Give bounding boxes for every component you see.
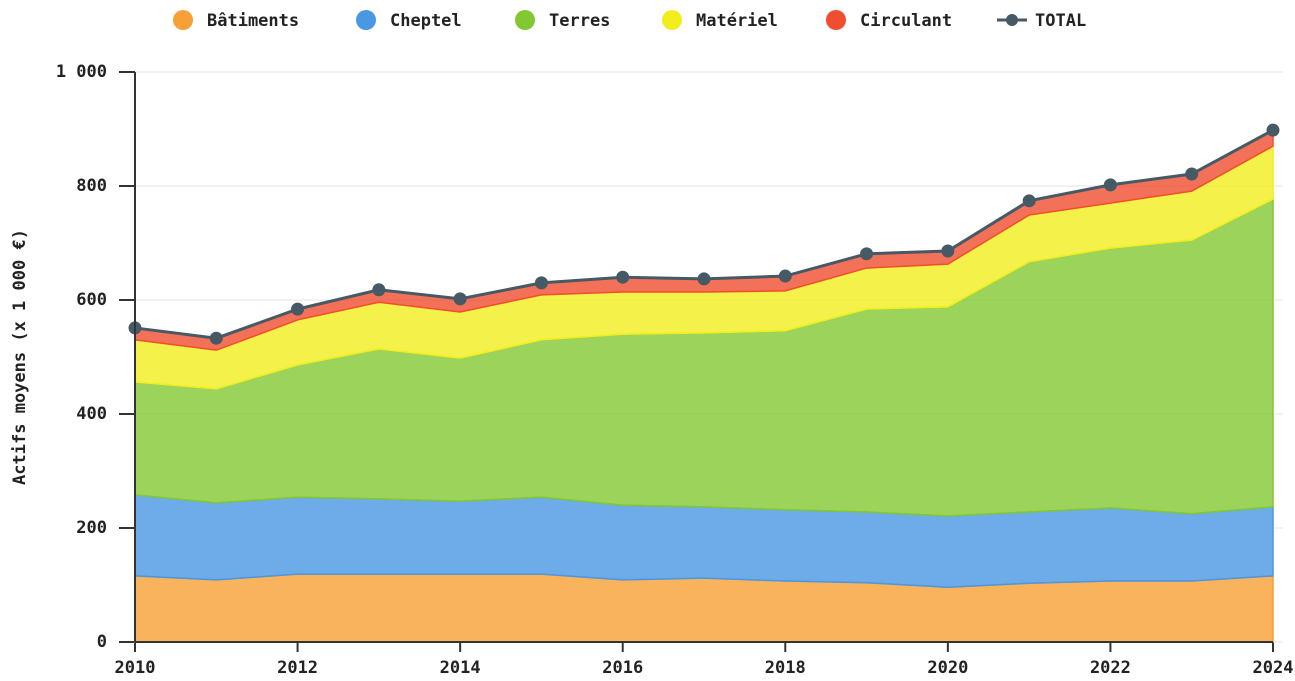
legend-label: Terres — [549, 11, 610, 31]
legend-label: Circulant — [860, 11, 952, 31]
total-point — [291, 302, 305, 316]
legend-marker — [826, 10, 846, 30]
legend-label: Matériel — [696, 11, 778, 31]
y-tick-label: 200 — [76, 518, 107, 538]
y-tick-label: 0 — [97, 632, 107, 652]
legend-marker — [515, 10, 535, 30]
y-tick-label: 600 — [76, 290, 107, 310]
legend-label: Cheptel — [390, 11, 462, 31]
legend-marker — [356, 10, 376, 30]
y-tick-label: 400 — [76, 404, 107, 424]
total-point — [1022, 194, 1036, 208]
total-point — [209, 331, 223, 345]
total-point — [778, 269, 792, 283]
total-point — [1266, 123, 1280, 137]
legend-marker — [662, 10, 682, 30]
legend-marker — [173, 10, 193, 30]
x-tick-label: 2018 — [765, 658, 806, 678]
total-point — [534, 276, 548, 290]
y-tick-label: 800 — [76, 176, 107, 196]
legend-label: TOTAL — [1035, 11, 1086, 31]
total-point — [372, 283, 386, 297]
y-axis-label: Actifs moyens (x 1 000 €) — [10, 229, 30, 485]
area — [134, 573, 1274, 643]
y-tick-label: 1 000 — [56, 62, 107, 82]
total-point — [697, 272, 711, 286]
total-point — [1103, 178, 1117, 192]
x-tick-label: 2022 — [1090, 658, 1131, 678]
total-point — [616, 270, 630, 284]
x-tick-label: 2014 — [440, 658, 481, 678]
total-point — [941, 244, 955, 258]
x-tick-label: 2012 — [277, 658, 318, 678]
x-tick-label: 2010 — [115, 658, 156, 678]
total-point — [1185, 167, 1199, 181]
x-tick-label: 2016 — [602, 658, 643, 678]
legend-marker — [1006, 14, 1018, 26]
total-point — [860, 247, 874, 261]
legend-label: Bâtiments — [207, 11, 299, 31]
x-tick-label: 2024 — [1253, 658, 1294, 678]
x-tick-label: 2020 — [927, 658, 968, 678]
total-point — [453, 292, 467, 306]
